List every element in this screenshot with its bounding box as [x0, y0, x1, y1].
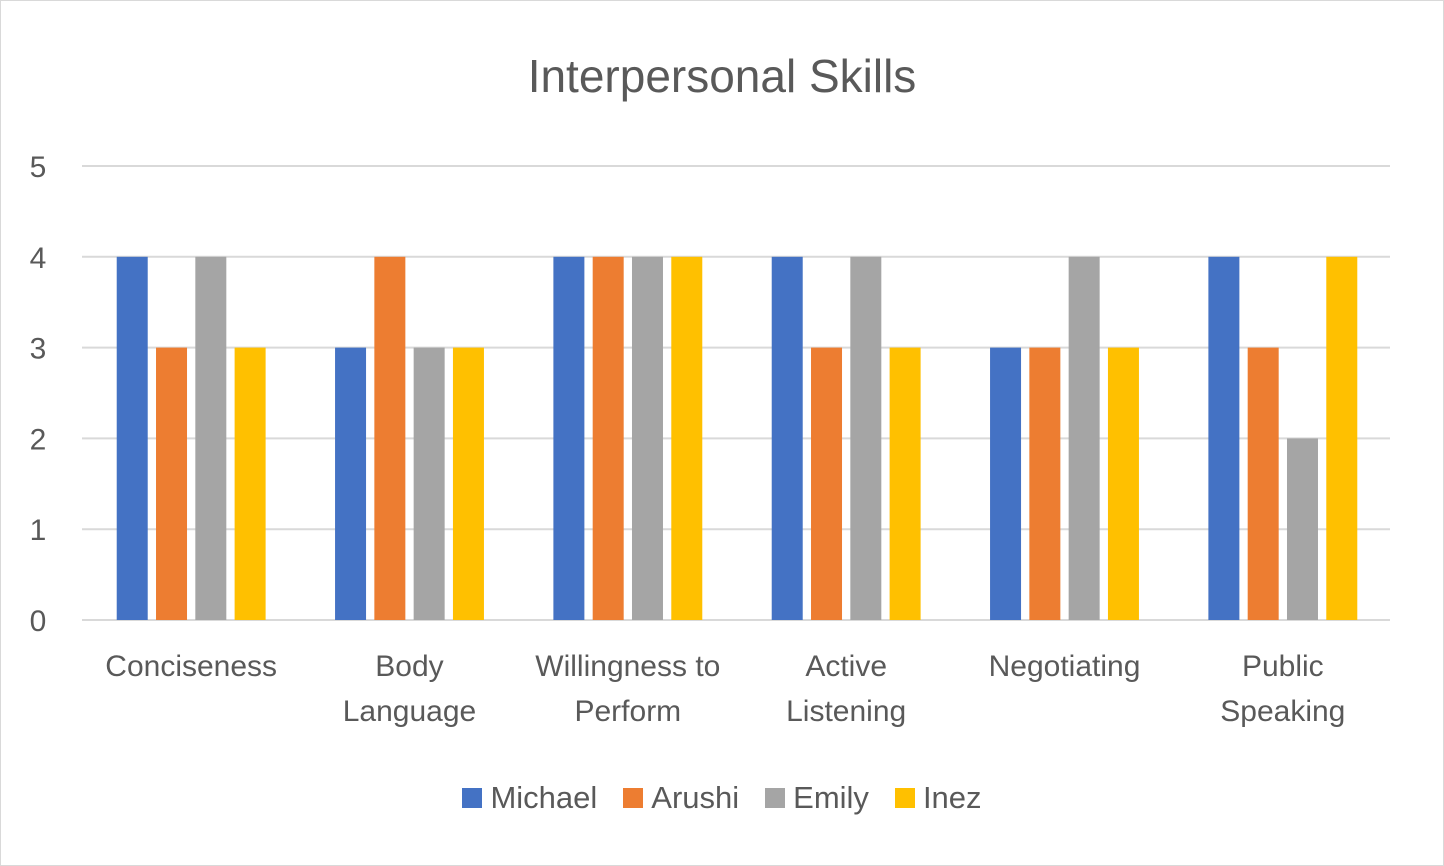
- y-tick-label: 3: [30, 333, 47, 366]
- bar-arushi: [156, 347, 188, 620]
- legend-swatch: [623, 788, 644, 808]
- bar-michael: [1208, 256, 1240, 620]
- chart-title: Interpersonal Skills: [527, 50, 917, 102]
- bar-inez: [1326, 256, 1358, 620]
- legend-swatch: [894, 788, 915, 808]
- y-tick-label: 0: [30, 605, 47, 638]
- x-tick-label: Speaking: [1220, 695, 1345, 728]
- x-tick-label: Willingness to: [535, 650, 720, 683]
- bar-emily: [631, 256, 663, 620]
- x-tick-label: Perform: [574, 695, 681, 728]
- bar-michael: [553, 256, 585, 620]
- bar-emily: [1286, 438, 1318, 620]
- x-tick-label: Negotiating: [989, 650, 1141, 683]
- bar-inez: [452, 347, 484, 620]
- legend-swatch: [765, 788, 786, 808]
- legend-label: Michael: [490, 780, 598, 815]
- bar-emily: [1068, 256, 1100, 620]
- legend-item-arushi: Arushi: [623, 778, 739, 818]
- bar-inez: [1107, 347, 1139, 620]
- bar-arushi: [592, 256, 624, 620]
- bar-arushi: [811, 347, 843, 620]
- legend-item-inez: Inez: [894, 778, 982, 818]
- x-tick-label: Language: [343, 695, 476, 728]
- bar-arushi: [1029, 347, 1061, 620]
- y-tick-label: 2: [30, 423, 47, 456]
- bar-arushi: [1247, 347, 1279, 620]
- chart-legend: Michael Arushi Emily Inez: [0, 778, 1444, 818]
- bar-emily: [850, 256, 882, 620]
- legend-label: Emily: [793, 780, 869, 815]
- bar-michael: [116, 256, 148, 620]
- x-tick-label: Public: [1242, 650, 1324, 683]
- x-tick-label: Conciseness: [105, 650, 277, 683]
- legend-item-michael: Michael: [462, 778, 597, 818]
- bar-michael: [990, 347, 1022, 620]
- x-tick-label: Body: [375, 650, 443, 683]
- y-tick-label: 1: [30, 514, 47, 547]
- bar-inez: [889, 347, 921, 620]
- x-tick-label: Active: [805, 650, 887, 683]
- bar-inez: [671, 256, 703, 620]
- legend-label: Inez: [922, 780, 982, 815]
- x-tick-label: Listening: [786, 695, 906, 728]
- bar-michael: [771, 256, 803, 620]
- bar-inez: [234, 347, 266, 620]
- legend-item-emily: Emily: [765, 778, 869, 818]
- bar-michael: [335, 347, 367, 620]
- y-tick-label: 4: [30, 242, 47, 275]
- bar-emily: [195, 256, 227, 620]
- legend-swatch: [462, 788, 483, 808]
- y-tick-label: 5: [30, 151, 47, 184]
- legend-label: Arushi: [651, 780, 740, 815]
- bar-arushi: [374, 256, 406, 620]
- bar-emily: [413, 347, 445, 620]
